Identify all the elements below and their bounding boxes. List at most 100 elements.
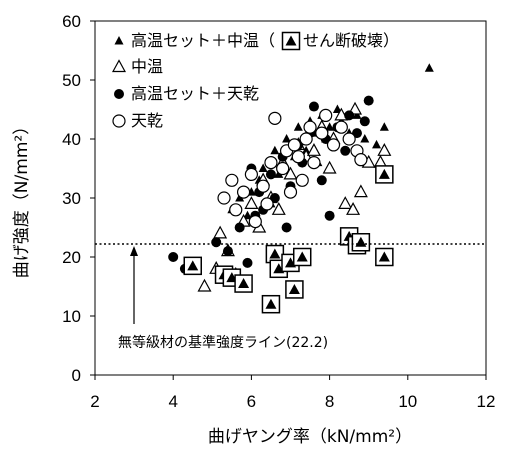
y-tick-label: 50 — [62, 71, 81, 90]
legend-label: 高温セット＋中温（ — [131, 31, 275, 50]
x-tick-label: 2 — [90, 392, 99, 411]
series-4 — [183, 165, 394, 314]
legend-label: 高温セット＋天乾 — [131, 84, 259, 103]
y-tick-label: 30 — [62, 189, 81, 208]
data-point — [291, 150, 305, 164]
data-point — [211, 237, 222, 248]
data-point — [292, 247, 312, 267]
data-point — [307, 156, 321, 170]
data-point — [217, 191, 231, 205]
annotation-arrowhead — [130, 246, 138, 256]
data-point — [319, 108, 333, 123]
data-point — [242, 257, 253, 268]
data-point — [281, 222, 292, 233]
data-point — [344, 110, 355, 121]
data-point — [375, 165, 394, 184]
data-point — [303, 120, 317, 134]
x-tick-label: 12 — [477, 392, 496, 411]
axis-ticks: 2 4 6 8 10 12 0 10 20 30 40 50 60 — [62, 12, 495, 411]
data-point — [258, 163, 268, 172]
data-point — [372, 139, 382, 149]
data-point — [248, 215, 262, 229]
legend-marker — [111, 59, 127, 73]
x-tick-label: 4 — [168, 392, 177, 411]
legend-marker — [281, 31, 301, 51]
legend-label: せん断破壊） — [303, 31, 399, 50]
legend-label: 天乾 — [131, 111, 163, 130]
y-tick-label: 0 — [72, 366, 81, 385]
data-point — [351, 233, 371, 252]
data-point — [295, 173, 309, 187]
reference-line-label: 無等級材の基準強度ライン(22.2) — [118, 334, 328, 351]
data-point — [234, 274, 253, 293]
y-tick-label: 40 — [62, 130, 81, 149]
data-point — [353, 184, 368, 198]
data-point — [287, 138, 302, 152]
data-point — [338, 196, 353, 209]
data-point — [324, 210, 335, 221]
data-point — [342, 132, 356, 146]
data-point — [352, 110, 362, 119]
x-tick-label: 8 — [325, 392, 334, 411]
data-point — [260, 197, 274, 211]
data-point — [168, 252, 179, 262]
data-point — [348, 101, 363, 115]
data-point — [183, 256, 202, 276]
x-tick-label: 10 — [398, 392, 417, 411]
data-point — [276, 161, 290, 176]
data-point — [283, 185, 298, 199]
legend-entry: 中温 — [111, 57, 163, 76]
data-point — [379, 122, 389, 131]
data-point — [363, 95, 374, 106]
data-point — [346, 202, 361, 215]
y-tick-label: 60 — [62, 12, 81, 31]
legend-entry: 高温セット＋中温（ — [114, 31, 275, 50]
data-point — [325, 122, 335, 131]
data-point — [326, 138, 341, 152]
data-point — [261, 294, 281, 314]
data-point — [283, 166, 298, 180]
data-point — [340, 145, 351, 156]
data-point — [375, 247, 394, 267]
data-point — [244, 196, 259, 209]
data-point — [316, 175, 327, 186]
data-point — [197, 278, 212, 292]
data-point — [377, 143, 392, 156]
legend-entry: 天乾 — [112, 111, 163, 130]
data-point — [282, 134, 292, 143]
y-tick-label: 10 — [62, 307, 81, 326]
legend-marker — [114, 89, 124, 99]
data-point — [334, 120, 348, 134]
data-point — [213, 225, 228, 239]
data-point — [354, 153, 368, 167]
data-point — [229, 203, 243, 217]
data-point — [293, 122, 303, 131]
data-point — [244, 167, 258, 181]
legend-entry: 高温セット＋天乾 — [114, 84, 259, 103]
y-axis-label: 曲げ強度（N/mm²） — [12, 118, 32, 278]
data-point — [315, 126, 329, 140]
data-point — [308, 101, 319, 112]
data-marks — [168, 63, 434, 314]
data-point — [424, 63, 434, 72]
legend-label: 中温 — [131, 57, 163, 76]
data-point — [271, 202, 286, 215]
x-axis-label: 曲げヤング率（kN/mm²） — [208, 427, 412, 447]
data-point — [264, 156, 278, 170]
x-tick-label: 6 — [247, 392, 256, 411]
data-point — [268, 111, 282, 125]
legend-entry: せん断破壊） — [281, 31, 399, 51]
series-3 — [217, 108, 368, 229]
legend-marker — [112, 114, 126, 128]
data-point — [270, 145, 280, 155]
legend-marker — [114, 36, 124, 45]
data-point — [265, 169, 276, 180]
y-tick-label: 20 — [62, 248, 81, 267]
data-point — [236, 185, 251, 199]
data-point — [222, 246, 233, 257]
data-point — [234, 222, 245, 233]
data-point — [256, 179, 270, 193]
data-point — [322, 160, 337, 174]
